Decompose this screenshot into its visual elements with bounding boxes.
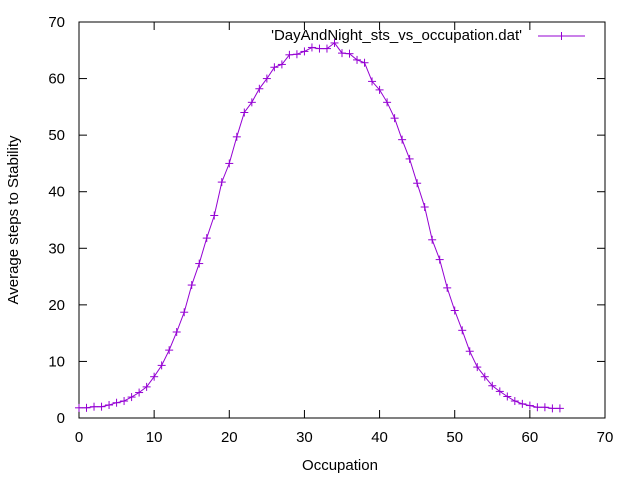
data-point — [443, 283, 452, 292]
data-point — [315, 44, 324, 53]
data-point — [413, 179, 422, 188]
x-tick-label: 0 — [75, 429, 83, 446]
data-point — [247, 98, 256, 107]
data-point — [172, 328, 181, 337]
data-point — [465, 347, 474, 356]
data-point — [368, 77, 377, 86]
x-tick-label: 70 — [597, 429, 614, 446]
data-point — [120, 397, 129, 406]
plot-frame — [78, 21, 606, 419]
data-point — [360, 58, 369, 67]
data-point — [330, 38, 339, 47]
data-point — [405, 154, 414, 163]
data-point — [157, 361, 166, 370]
data-point — [488, 381, 497, 390]
y-tick-label: 30 — [48, 240, 65, 257]
data-point — [292, 50, 301, 59]
data-point — [525, 401, 534, 410]
data-point — [398, 135, 407, 144]
x-axis-label: Occupation — [302, 457, 378, 474]
data-point — [428, 235, 437, 244]
data-point — [240, 108, 249, 117]
data-point — [285, 50, 294, 59]
data-point — [338, 49, 346, 58]
y-tick-label: 40 — [48, 184, 65, 201]
legend-sample — [538, 32, 585, 40]
data-point — [435, 255, 444, 264]
data-point — [210, 211, 219, 220]
data-point — [548, 404, 557, 413]
data-point — [322, 44, 331, 53]
data-point — [533, 403, 542, 412]
data-point — [390, 114, 399, 123]
data-point — [277, 60, 286, 69]
legend-label: 'DayAndNight_sts_vs_occupation.dat' — [271, 27, 522, 44]
data-point — [458, 326, 467, 335]
data-point — [270, 63, 279, 72]
y-axis-label: Average steps to Stability — [5, 135, 22, 304]
data-point — [503, 392, 512, 401]
data-point — [75, 403, 83, 412]
data-point — [82, 403, 91, 412]
x-tick-label: 60 — [522, 429, 539, 446]
y-tick-label: 10 — [48, 353, 65, 370]
data-point — [135, 388, 144, 397]
data-point — [127, 393, 136, 402]
x-tick-label: 30 — [296, 429, 313, 446]
data-point — [480, 372, 489, 381]
x-tick-label: 20 — [221, 429, 238, 446]
y-tick-label: 60 — [48, 71, 65, 88]
data-point — [307, 43, 316, 52]
tick-labels: 0 10 20 30 40 50 60 70 0 10 20 30 40 50 60 70 — [48, 14, 613, 446]
data-point — [217, 178, 226, 187]
data-point — [105, 400, 114, 409]
data-point — [97, 402, 106, 411]
data-point — [345, 49, 354, 58]
y-tick-label: 50 — [48, 127, 65, 144]
data-point — [375, 85, 384, 94]
data-point — [195, 259, 204, 268]
data-point — [232, 132, 241, 141]
data-point — [225, 159, 234, 168]
data-point — [450, 306, 459, 315]
data-point — [518, 399, 527, 408]
data-point — [473, 363, 482, 372]
y-tick-label: 20 — [48, 297, 65, 314]
data-point — [495, 387, 504, 396]
data-point — [300, 47, 309, 56]
data-point — [165, 346, 174, 355]
data-point — [90, 402, 99, 411]
y-tick-label: 70 — [48, 14, 65, 31]
data-point — [510, 397, 519, 406]
series-line — [79, 42, 560, 409]
data-point — [540, 403, 549, 412]
data-series — [75, 38, 564, 413]
data-point — [255, 84, 264, 93]
data-point — [187, 281, 196, 290]
x-tick-label: 50 — [446, 429, 463, 446]
data-point — [150, 372, 159, 381]
data-point — [262, 74, 271, 83]
data-point — [112, 398, 121, 407]
data-point — [420, 202, 429, 211]
tick-marks — [78, 21, 606, 419]
x-tick-label: 40 — [371, 429, 388, 446]
data-point — [180, 308, 189, 317]
data-point — [555, 404, 564, 413]
data-point — [353, 55, 362, 64]
y-tick-label: 0 — [57, 410, 65, 427]
x-tick-label: 10 — [146, 429, 163, 446]
legend: 'DayAndNight_sts_vs_occupation.dat' — [271, 27, 585, 44]
data-point — [142, 382, 151, 391]
data-point — [202, 234, 211, 243]
data-point — [383, 98, 392, 107]
